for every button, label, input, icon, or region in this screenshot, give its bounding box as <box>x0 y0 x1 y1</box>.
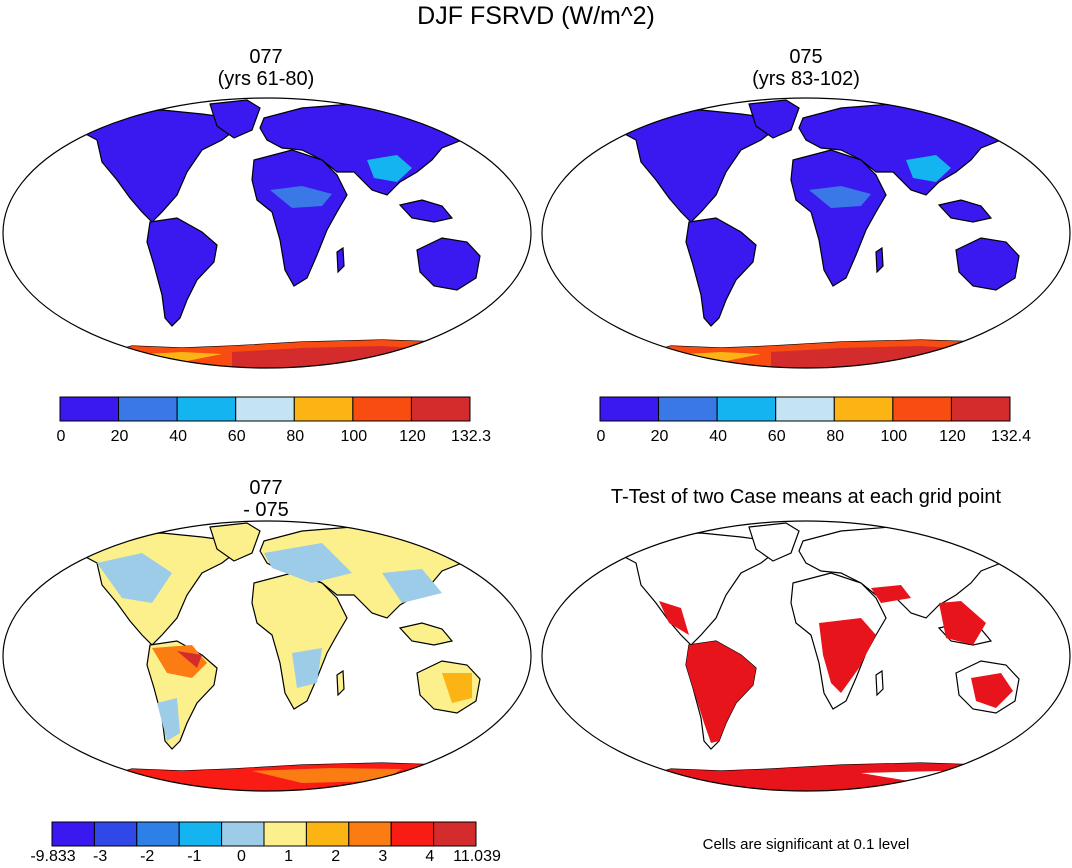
colorbar-tick-label: 0 <box>236 848 246 865</box>
colorbar-top-right <box>599 396 1011 422</box>
colorbar-swatch <box>352 396 412 422</box>
colorbar-tick-label: -9.833 <box>30 848 76 865</box>
colorbar-swatch <box>235 396 295 422</box>
panel-title-bottom-left: 077 - 075 <box>156 477 376 521</box>
panel-title-line1: 075 <box>789 46 823 68</box>
colorbar-tick-label: -3 <box>92 848 108 865</box>
colorbar-tick-label: 100 <box>880 428 908 445</box>
map-bottom-right <box>541 520 1071 792</box>
colorbar-tick-label: 100 <box>340 428 368 445</box>
colorbar-tick-label: 132.3 <box>450 428 492 445</box>
panel-title-line2: (yrs 61-80) <box>217 68 315 90</box>
map-top-left <box>2 97 532 369</box>
colorbar-swatch <box>136 821 180 847</box>
colorbar-swatch <box>775 396 835 422</box>
map-top-right <box>541 97 1071 369</box>
colorbar-swatch <box>293 396 354 422</box>
colorbar-tick-label: 40 <box>709 428 728 445</box>
colorbar-tick-label: 20 <box>110 428 129 445</box>
colorbar-swatch <box>118 396 178 422</box>
colorbar-swatch <box>390 821 435 847</box>
colorbar-tick-label: 60 <box>227 428 246 445</box>
colorbar-tick-label: 120 <box>939 428 966 445</box>
colorbar-swatch <box>59 396 120 422</box>
colorbar-tick-label: -1 <box>187 848 202 865</box>
panel-title-line2: (yrs 83-102) <box>752 68 860 90</box>
significance-note: Cells are significant at 0.1 level <box>702 836 910 853</box>
panel-title-top-left: 077 (yrs 61-80) <box>156 46 376 90</box>
colorbar-swatch <box>658 396 718 422</box>
colorbar-swatch <box>348 821 392 847</box>
colorbar-tick-label: 120 <box>399 428 426 445</box>
colorbar-tick-label: 2 <box>331 848 341 865</box>
panel-title-top-right: 075 (yrs 83-102) <box>696 46 916 90</box>
colorbar-swatch <box>93 821 138 847</box>
panel-title-bottom-right: T-Test of two Case means at each grid po… <box>540 486 1072 508</box>
colorbar-tick-label: 40 <box>169 428 188 445</box>
colorbar-swatch <box>176 396 237 422</box>
colorbar-tick-label: 4 <box>425 848 435 865</box>
colorbar-swatch <box>178 821 223 847</box>
colorbar-swatch <box>305 821 350 847</box>
figure-title: DJF FSRVD (W/m^2) <box>417 2 655 30</box>
colorbar-swatch <box>221 821 265 847</box>
colorbar-tick-label: 1 <box>284 848 293 865</box>
colorbar-tick-label: 0 <box>596 428 606 445</box>
colorbar-swatch <box>950 396 1011 422</box>
colorbar-tick-label: 80 <box>826 428 845 445</box>
colorbar-swatch <box>51 821 95 847</box>
colorbar-top-left <box>59 396 471 422</box>
colorbar-tick-label: 80 <box>286 428 305 445</box>
colorbar-swatch <box>833 396 894 422</box>
colorbar-bottom-left <box>51 821 477 847</box>
colorbar-tick-label: 11.039 <box>453 848 501 865</box>
panel-title-line1: 077 <box>249 477 283 499</box>
colorbar-tick-label: 20 <box>650 428 669 445</box>
colorbar-swatch <box>410 396 471 422</box>
map-bottom-left <box>2 520 532 792</box>
colorbar-tick-label: 0 <box>56 428 66 445</box>
panel-title-line1: 077 <box>249 46 283 68</box>
colorbar-swatch <box>892 396 952 422</box>
colorbar-tick-label: 60 <box>767 428 786 445</box>
panel-title-line2: - 075 <box>243 499 289 521</box>
colorbar-swatch <box>716 396 777 422</box>
colorbar-tick-label: 132.4 <box>990 428 1032 445</box>
colorbar-tick-label: -2 <box>140 848 155 865</box>
colorbar-swatch <box>599 396 660 422</box>
colorbar-tick-label: 3 <box>378 848 388 865</box>
colorbar-swatch <box>433 821 477 847</box>
panel-title-line1: T-Test of two Case means at each grid po… <box>610 486 1002 508</box>
colorbar-swatch <box>263 821 307 847</box>
